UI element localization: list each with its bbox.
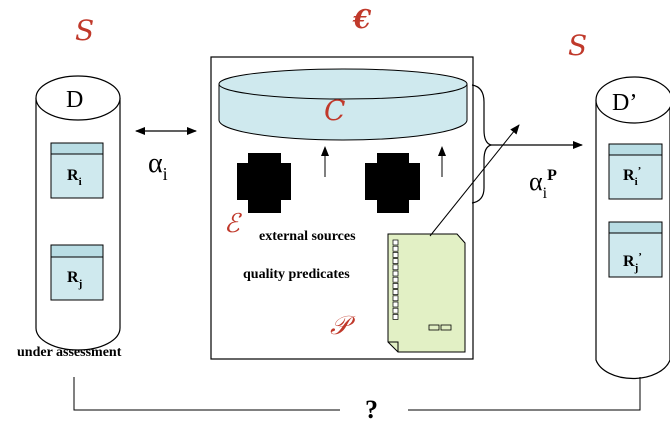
e-gothic-symbol: € — [352, 5, 372, 35]
e-script-symbol: ℰ — [224, 209, 242, 239]
quality-predicates-document — [387, 233, 466, 353]
document-to-output-arrow — [429, 124, 520, 237]
left-rj-label: R — [67, 269, 79, 286]
external-sources-label: external sources — [259, 229, 356, 244]
alpha-i-label: αi — [148, 148, 168, 184]
doc-small-box-2 — [440, 324, 452, 331]
document-checkbox — [392, 252, 399, 258]
document-checkbox — [392, 283, 399, 289]
document-checkbox — [392, 314, 399, 320]
grouping-brace — [471, 84, 494, 204]
c-script-symbol: C — [324, 94, 345, 127]
external-source-shape-1 — [237, 153, 291, 213]
document-checkbox — [392, 307, 399, 314]
external-source-shape-2 — [365, 153, 420, 213]
svg-text:Rj: Rj — [67, 269, 82, 290]
document-checkbox — [392, 245, 399, 252]
document-checkbox — [392, 258, 399, 264]
left-database: D Ri Rj — [35, 75, 121, 351]
left-rj-subscript: j — [78, 278, 83, 290]
doc-small-box-1 — [428, 324, 440, 331]
s-left-symbol: S — [75, 14, 94, 47]
right-record-ri: Ri’ — [608, 143, 663, 200]
right-ri-label: R — [623, 167, 635, 184]
right-db-title: D’ — [612, 90, 637, 116]
right-rj-label: R — [623, 253, 635, 270]
right-record-rj: Rj’ — [608, 221, 663, 278]
right-rj-subscript: j — [634, 262, 639, 274]
bottom-bracket-right — [408, 377, 641, 411]
under-assessment-caption: under assessment — [17, 345, 122, 360]
left-record-ri: Ri — [50, 142, 104, 199]
left-record-rj: Rj — [50, 244, 104, 301]
svg-text:Ri: Ri — [67, 167, 82, 188]
quality-predicates-label: quality predicates — [243, 267, 350, 282]
document-checkbox — [392, 239, 399, 246]
checkbox-list — [392, 239, 399, 320]
right-rj-prime: ’ — [638, 251, 642, 263]
left-ri-subscript: i — [79, 176, 82, 188]
right-ri-prime: ’ — [638, 165, 642, 177]
right-database: D’ Ri’ Rj’ — [595, 76, 670, 380]
document-checkbox — [392, 276, 399, 283]
alpha-i-p-label: αiP — [529, 167, 557, 202]
document-checkbox — [392, 289, 399, 295]
svg-text:Rj’: Rj’ — [623, 251, 642, 274]
svg-text:Ri’: Ri’ — [623, 165, 641, 188]
document-checkbox — [392, 264, 399, 271]
left-ri-label: R — [67, 167, 79, 184]
document-checkbox — [392, 301, 399, 308]
document-checkbox — [392, 270, 399, 277]
document-checkbox — [392, 295, 399, 302]
bottom-bracket-left — [73, 377, 340, 411]
left-db-title: D — [66, 87, 83, 113]
s-right-symbol: S — [568, 29, 587, 62]
c-cylinder: C — [218, 68, 468, 141]
comparison-question-mark: ? — [365, 395, 378, 422]
right-ri-subscript: i — [635, 176, 638, 188]
